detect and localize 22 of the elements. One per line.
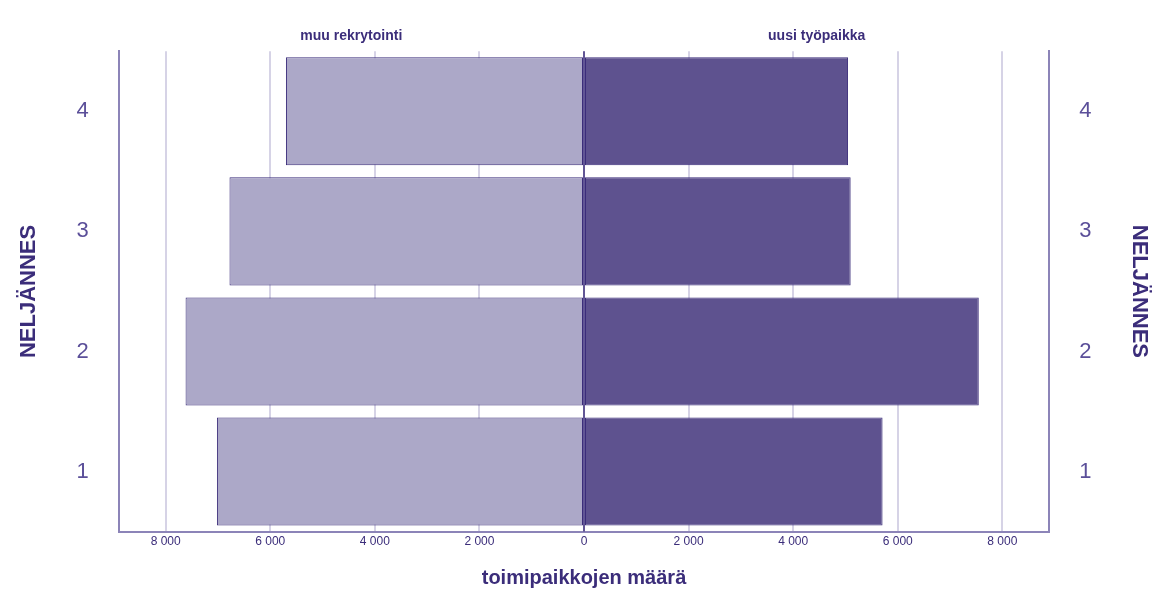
- x-tick-label: 2 000: [673, 534, 704, 549]
- x-tick-label: 6 000: [255, 534, 286, 549]
- x-tick-label: 0: [580, 534, 588, 549]
- x-tick-label: 6 000: [882, 534, 914, 549]
- y-tick-label: 4: [76, 97, 89, 123]
- y-tick-label: 2: [76, 337, 89, 363]
- x-axis-title: toimipaikkojen määrä: [481, 565, 688, 588]
- x-tick-label: 2 000: [464, 534, 495, 549]
- category-label: 1: [1079, 457, 1092, 483]
- y-axis-title: NELJÄNNES: [15, 224, 41, 359]
- y2-axis-title: NELJÄNNES: [1127, 224, 1153, 359]
- series-label: muu rekrytointi: [300, 27, 403, 44]
- x-tick-label: 4 000: [359, 534, 391, 549]
- category-label: 3: [1079, 217, 1092, 243]
- x-tick-label: 8 000: [987, 534, 1018, 549]
- y-tick-label: 3: [76, 217, 89, 243]
- series-label: uusi työpaikka: [768, 27, 866, 44]
- category-label: 4: [1079, 97, 1092, 123]
- x-tick-label: 4 000: [778, 534, 809, 549]
- category-label: 2: [1079, 337, 1092, 363]
- y-tick-label: 1: [76, 457, 89, 483]
- x-tick-label: 8 000: [150, 534, 182, 549]
